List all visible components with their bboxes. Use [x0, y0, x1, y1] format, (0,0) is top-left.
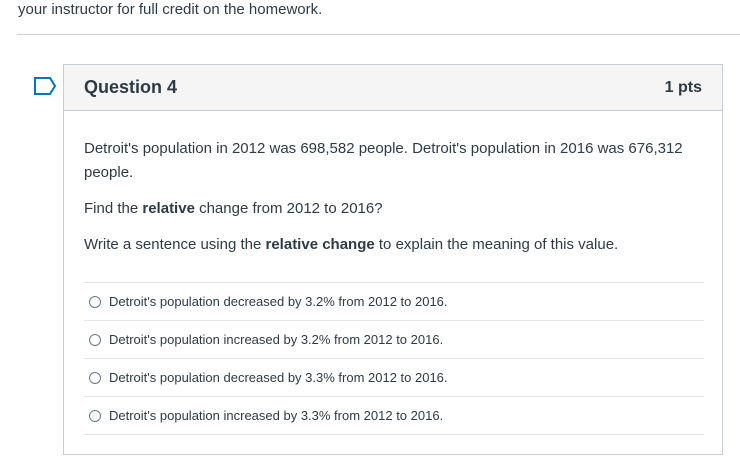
answer-label: Detroit's population decreased by 3.3% f… [109, 370, 448, 385]
answer-label: Detroit's population increased by 3.2% f… [109, 332, 444, 347]
question-body: Detroit's population in 2012 was 698,582… [64, 111, 722, 435]
section-divider [17, 34, 740, 35]
text-segment: Write a sentence using the [84, 236, 266, 253]
answer-label: Detroit's population increased by 3.3% f… [109, 408, 444, 423]
question-title: Question 4 [84, 77, 178, 97]
question-prompt: Detroit's population in 2012 was 698,582… [84, 140, 683, 181]
answer-option[interactable]: Detroit's population increased by 3.2% f… [84, 321, 704, 359]
answer-option[interactable]: Detroit's population decreased by 3.2% f… [84, 283, 704, 321]
flag-question-icon[interactable] [32, 76, 58, 96]
radio-button[interactable] [89, 409, 101, 422]
answer-label: Detroit's population decreased by 3.2% f… [109, 294, 448, 309]
radio-button[interactable] [89, 371, 101, 384]
question-instruction-2: Write a sentence using the relative chan… [84, 233, 702, 257]
question-card: Question 4 1 pts Detroit's population in… [63, 64, 723, 455]
text-segment: change from 2012 to 2016? [194, 200, 383, 217]
answer-list: Detroit's population decreased by 3.2% f… [84, 282, 704, 435]
text-segment: Find the [84, 200, 143, 217]
question-header: Question 4 1 pts [64, 65, 722, 111]
instructions-text: your instructor for full credit on the h… [18, 1, 323, 18]
bold-text: relative [142, 200, 195, 217]
radio-button[interactable] [89, 295, 101, 308]
answer-option[interactable]: Detroit's population decreased by 3.3% f… [84, 359, 704, 397]
question-points: 1 pts [664, 78, 702, 96]
text-segment: to explain the meaning of this value. [374, 236, 619, 253]
question-instruction-1: Find the relative change from 2012 to 20… [84, 197, 702, 221]
radio-button[interactable] [89, 333, 101, 346]
answer-option[interactable]: Detroit's population increased by 3.3% f… [84, 397, 704, 435]
bold-text: relative change [265, 236, 375, 253]
